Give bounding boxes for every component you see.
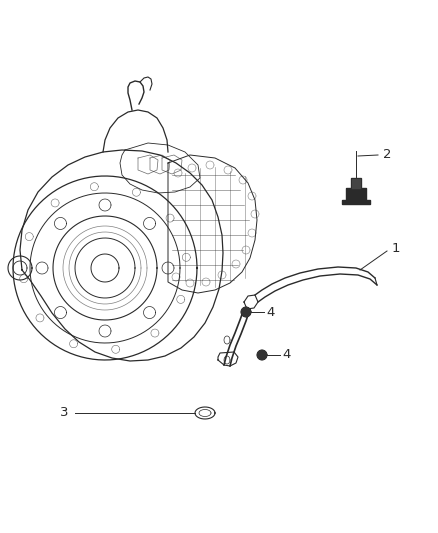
Polygon shape — [258, 351, 266, 359]
Text: 4: 4 — [266, 305, 274, 319]
Text: 4: 4 — [282, 349, 290, 361]
Text: 3: 3 — [60, 407, 68, 419]
Text: 1: 1 — [392, 243, 400, 255]
Polygon shape — [351, 178, 361, 188]
Polygon shape — [241, 308, 251, 317]
Text: 2: 2 — [383, 149, 392, 161]
Polygon shape — [342, 188, 370, 204]
